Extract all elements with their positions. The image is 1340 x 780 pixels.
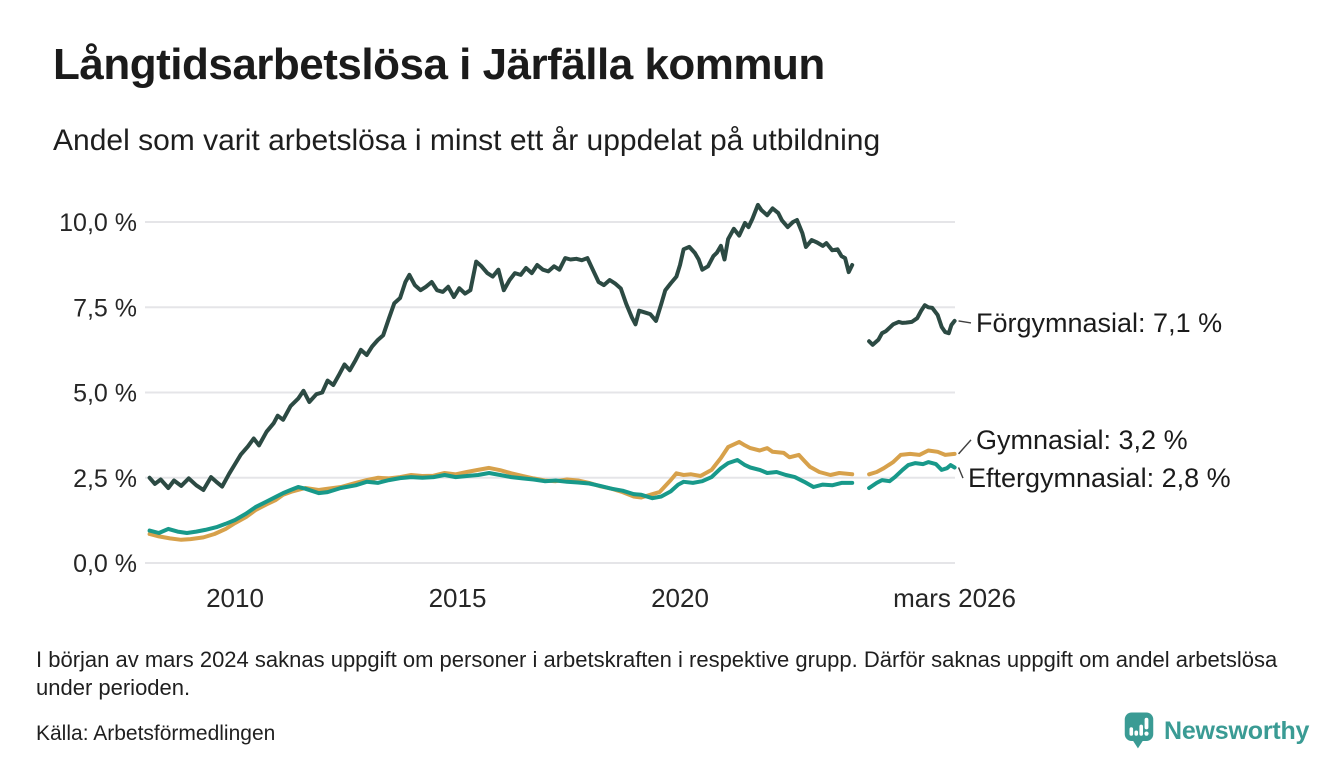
label-connector <box>957 467 964 479</box>
y-axis-tick-label: 7,5 % <box>73 294 137 322</box>
y-axis-tick-label: 5,0 % <box>73 380 137 408</box>
newsworthy-speech-bubble-chart-icon <box>1124 712 1154 749</box>
y-axis-tick-label: 10,0 % <box>59 209 137 237</box>
label-connector <box>958 320 972 324</box>
x-axis-tick-label: 2015 <box>429 583 487 613</box>
chart-subtitle: Andel som varit arbetslösa i minst ett å… <box>53 124 881 157</box>
series-line-förgymnasial <box>147 202 855 492</box>
footnote-missing-data: I början av mars 2024 saknas uppgift om … <box>36 647 1278 701</box>
x-axis-tick-label: mars 2026 <box>893 583 1016 613</box>
label-connector <box>958 439 972 455</box>
series-line-eftergymnasial <box>867 460 957 490</box>
newsworthy-wordmark: Newsworthy <box>1164 716 1310 745</box>
series-line-eftergymnasial <box>147 458 855 535</box>
series-line-förgymnasial <box>867 303 957 347</box>
y-axis-tick-label: 2,5 % <box>73 465 137 493</box>
series-line-gymnasial <box>147 439 855 542</box>
x-axis-tick-label: 2010 <box>206 583 264 613</box>
y-axis-tick-label: 0,0 % <box>73 550 137 578</box>
source-line: Källa: Arbetsförmedlingen <box>36 722 276 745</box>
series-end-label-gymnasial: Gymnasial: 3,2 % <box>976 425 1188 455</box>
line-chart: 0,0 % 2,5 % 5,0 % 7,5 % 10,0 % 2010 2015 2020 ma… <box>0 160 1340 635</box>
newsworthy-logo: Newsworthy <box>1124 712 1309 750</box>
series-end-label-förgymnasial: Förgymnasial: 7,1 % <box>976 308 1222 338</box>
chart-svg: 0,0 % 2,5 % 5,0 % 7,5 % 10,0 % 2010 2015 2020 ma… <box>59 202 1231 613</box>
x-axis-tick-label: 2020 <box>651 583 709 613</box>
series-end-label-eftergymnasial: Eftergymnasial: 2,8 % <box>968 463 1231 493</box>
series-line-gymnasial <box>867 448 957 477</box>
chart-title: Långtidsarbetslösa i Järfälla kommun <box>53 40 825 89</box>
